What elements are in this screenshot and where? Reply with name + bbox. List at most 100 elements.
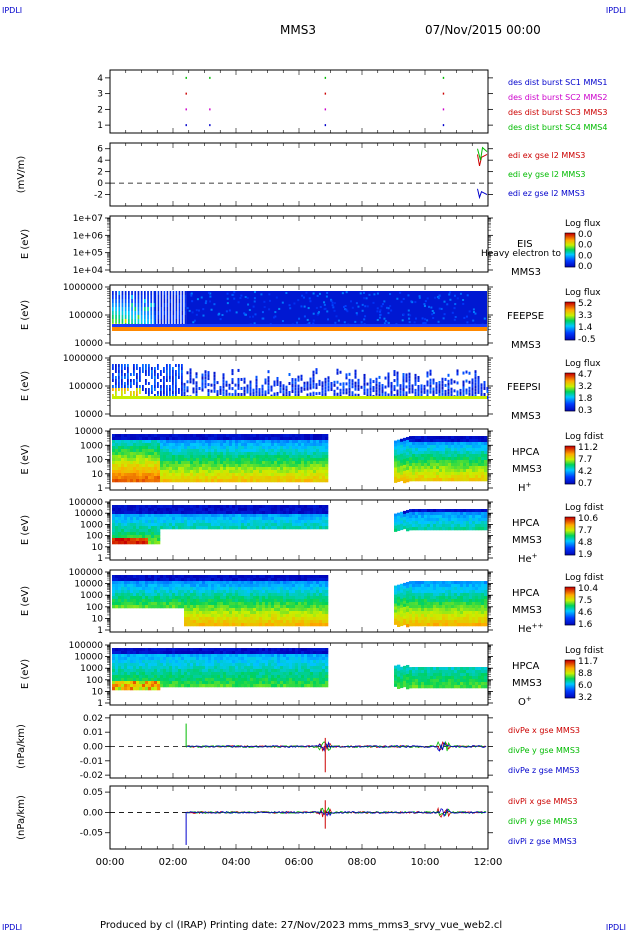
heatmap-cell [297,393,300,397]
heatmap-cell [172,505,176,509]
heatmap-cell [423,384,426,388]
heatmap-cell [403,513,407,518]
heatmap-cell [450,378,453,382]
colorbar-swatch [565,242,575,244]
heatmap-cell [444,383,447,387]
heatmap-cell [181,299,184,303]
heatmap-cell [378,381,381,385]
heatmap-cell [232,511,236,515]
heatmap-cell [115,467,119,471]
heatmap-cell [166,385,168,388]
heatmap-cell [433,457,437,461]
heatmap-cell [289,458,293,462]
heatmap-cell [112,458,116,462]
heatmap-cell [325,458,329,462]
heatmap-cell [412,515,416,519]
colorbar-swatch [565,456,575,458]
heatmap-cell [112,479,116,483]
heatmap-cell [142,508,146,512]
heatmap-cell [175,315,178,319]
heatmap-cell [118,523,122,527]
heatmap-cell [259,446,263,450]
colorbar-swatch [565,476,575,478]
heatmap-cell [118,541,122,545]
heatmap-cell [195,313,198,316]
heatmap-cell [235,479,239,483]
heatmap-cell [235,449,239,453]
heatmap-cell [154,538,158,542]
heatmap-cell [293,302,296,305]
heatmap-cell [157,394,159,397]
heatmap-cell [255,381,258,385]
colorbar-swatch [565,335,575,337]
heatmap-cell [128,319,130,323]
heatmap-cell [139,464,143,468]
heatmap-cell [271,449,275,453]
heatmap-cell [244,458,248,462]
colorbar-swatch [565,339,575,341]
heatmap-cell [421,460,425,464]
heatmap-cell [151,587,155,591]
heatmap-cell [133,508,137,512]
heatmap-cell [418,442,422,446]
heatmap-cell [181,526,185,530]
heatmap-cell [259,476,263,480]
heatmap-cell [210,389,213,393]
heatmap-cell [157,505,161,509]
heatmap-cell [202,452,206,456]
heatmap-cell [136,596,140,600]
heatmap-cell [463,442,467,446]
heatmap-cell [172,578,176,582]
heatmap-cell [175,470,179,474]
heatmap-cell [151,538,155,542]
heatmap-cell [169,315,172,319]
heatmap-cell [421,524,425,528]
heatmap-cell [401,319,404,322]
heatmap-cell [172,470,176,474]
heatmap-cell [163,464,167,468]
heatmap-cell [181,517,185,521]
heatmap-cell [199,511,203,515]
heatmap-cell [232,473,236,477]
heatmap-cell [226,464,230,468]
heatmap-cell [448,460,452,464]
heatmap-cell [389,304,392,307]
heatmap-cell [133,476,137,480]
heatmap-cell [181,391,183,394]
heatmap-cell [451,478,455,482]
heatmap-cell [463,466,467,470]
heatmap-cell [130,446,134,450]
heatmap-cell [307,461,311,465]
heatmap-cell [310,520,314,524]
heatmap-cell [474,382,477,386]
heatmap-cell [248,309,251,312]
heatmap-cell [133,575,137,579]
heatmap-cell [456,297,459,300]
heatmap-cell [313,505,317,509]
heatmap-cell [472,448,476,452]
colorbar-swatch [565,373,575,375]
heatmap-cell [409,454,413,458]
colorbar-swatch [565,266,575,268]
heatmap-cell [190,520,194,524]
heatmap-cell [440,307,443,310]
heatmap-cell [307,476,311,480]
heatmap-cell [196,505,200,509]
heatmap-cell [238,449,242,453]
heatmap-cell [204,376,207,380]
heatmap-cell [238,464,242,468]
heatmap-cell [415,524,419,528]
heatmap-cell [193,505,197,509]
heatmap-cell [403,440,407,445]
heatmap-cell [148,508,152,512]
heatmap-cell [244,440,248,444]
heatmap-cell [213,374,216,378]
y-tick-label: 100 [86,456,103,466]
heatmap-cell [322,449,326,453]
heatmap-cell [136,587,140,591]
heatmap-cell [130,532,134,536]
heatmap-cell [289,464,293,468]
heatmap-cell [172,596,176,600]
heatmap-cell [339,388,342,392]
heatmap-cell [223,434,227,438]
